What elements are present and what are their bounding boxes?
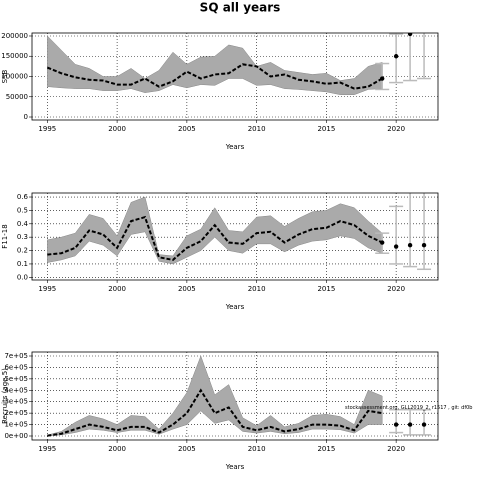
median-line	[47, 215, 383, 261]
forecast-point	[393, 54, 399, 59]
y-tick-label: 1e+05	[4, 421, 28, 429]
plot-frame	[31, 192, 439, 281]
y-tick-label: 7e+05	[4, 352, 28, 360]
x-tick-label: 2005	[178, 445, 196, 453]
forecast-point	[407, 33, 413, 37]
x-tick-label: 2020	[387, 285, 405, 293]
plot-area	[32, 352, 438, 440]
x-tick-label: 1995	[38, 285, 56, 293]
annotation: stockassessment.org, GLL2019_2, r1517 , …	[345, 405, 472, 411]
y-tick-label: 5e+05	[4, 375, 28, 383]
x-tick-label: 2010	[248, 445, 266, 453]
plot-area	[32, 33, 438, 120]
forecast-point	[379, 76, 385, 81]
y-axis-label: SSB	[1, 69, 9, 83]
x-tick-label: 1995	[38, 125, 56, 133]
y-tick-label: 3e+05	[4, 398, 28, 406]
confidence-band	[47, 35, 383, 95]
x-tick-label: 2000	[108, 125, 126, 133]
x-axis-label: Years	[225, 143, 245, 151]
plot-frame	[31, 351, 439, 441]
forecast-point	[393, 244, 399, 249]
y-axis-label: F11-18	[1, 224, 9, 248]
y-tick-label: 4e+05	[4, 386, 28, 394]
forecast-point	[379, 240, 385, 245]
x-tick-label: 2015	[317, 285, 335, 293]
x-tick-label: 2005	[178, 285, 196, 293]
y-tick-label: 0.2	[17, 247, 28, 255]
y-tick-label: 2e+05	[4, 409, 28, 417]
x-tick-label: 2010	[248, 125, 266, 133]
confidence-band	[47, 355, 383, 437]
forecast-point	[407, 243, 413, 248]
y-tick-label: 100000	[1, 73, 28, 81]
x-tick-label: 2000	[108, 285, 126, 293]
chart-title: SQ all years	[200, 1, 281, 15]
y-tick-label: 6e+05	[4, 363, 28, 371]
x-axis-label: Years	[225, 303, 245, 311]
x-tick-label: 2020	[387, 125, 405, 133]
x-tick-label: 2010	[248, 285, 266, 293]
x-tick-label: 1995	[38, 445, 56, 453]
y-tick-label: 0.1	[17, 260, 28, 268]
x-tick-label: 2000	[108, 445, 126, 453]
forecast-point	[407, 422, 413, 427]
x-tick-label: 2005	[178, 125, 196, 133]
x-tick-label: 2020	[387, 445, 405, 453]
y-tick-label: 0.3	[17, 233, 28, 241]
confidence-band	[47, 196, 383, 265]
y-tick-label: 0.4	[17, 220, 29, 228]
y-tick-label: 0e+00	[4, 432, 28, 440]
median-line	[46, 63, 383, 90]
y-tick-label: 150000	[1, 52, 28, 60]
forecast-point	[421, 422, 427, 427]
y-tick-label: 200000	[1, 32, 28, 40]
x-tick-label: 2015	[317, 445, 335, 453]
plot-area	[32, 193, 438, 280]
y-tick-label: 0.5	[17, 206, 28, 214]
x-tick-label: 2015	[317, 125, 335, 133]
plot-frame	[31, 32, 439, 121]
median-line	[47, 388, 383, 437]
y-axis-label: Recruits (age 5)	[1, 368, 9, 424]
forecast-point	[393, 422, 399, 427]
forecast-point	[421, 243, 427, 248]
y-tick-label: 0.6	[17, 193, 29, 201]
y-tick-label: 0	[24, 113, 28, 121]
x-axis-label: Years	[225, 463, 245, 471]
y-tick-label: 0.0	[17, 273, 28, 281]
y-tick-label: 50000	[6, 93, 28, 101]
